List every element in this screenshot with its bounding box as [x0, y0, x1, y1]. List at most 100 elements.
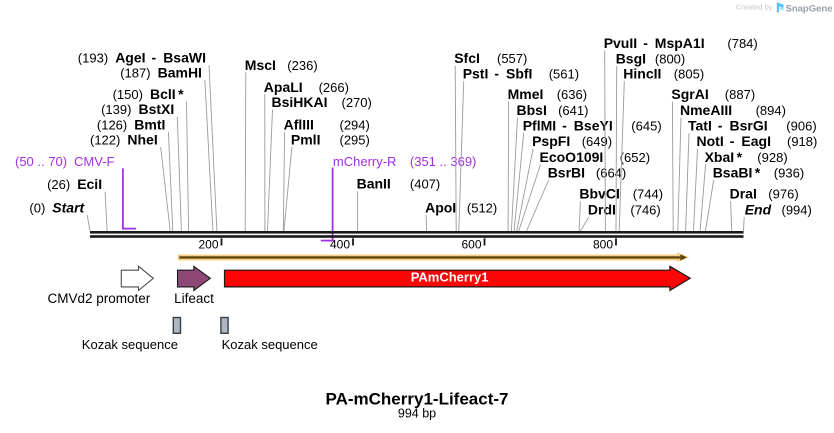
svg-text:(645): (645) [631, 119, 661, 134]
svg-text:(918): (918) [787, 134, 817, 149]
svg-text:(193): (193) [78, 51, 108, 66]
svg-text:(150): (150) [113, 87, 143, 102]
svg-text:(906): (906) [786, 119, 816, 134]
svg-text:EagI: EagI [741, 133, 771, 149]
svg-text:BseYI: BseYI [574, 118, 613, 134]
svg-text:(649): (649) [582, 134, 612, 149]
svg-text:(122): (122) [90, 132, 120, 147]
svg-text:End: End [745, 201, 772, 217]
svg-text:Start: Start [52, 199, 85, 215]
svg-text:mCherry-R: mCherry-R [333, 154, 397, 169]
svg-text:MscI: MscI [245, 57, 276, 73]
svg-text:(994): (994) [782, 202, 812, 217]
svg-text:(928): (928) [757, 150, 787, 165]
svg-text:MspA1I: MspA1I [655, 35, 705, 51]
svg-text:(800): (800) [655, 52, 685, 67]
svg-text:(139): (139) [101, 102, 131, 117]
svg-text:(407): (407) [410, 177, 440, 192]
svg-text:(976): (976) [768, 187, 798, 202]
svg-text:994 bp: 994 bp [398, 407, 436, 421]
svg-text:(236): (236) [287, 58, 317, 73]
svg-text:PA-mCherry1-Lifeact-7: PA-mCherry1-Lifeact-7 [326, 389, 509, 408]
svg-text:(894): (894) [756, 103, 786, 118]
svg-text:-: - [730, 133, 735, 149]
svg-text:AgeI: AgeI [115, 50, 145, 66]
svg-text:BmtI: BmtI [134, 116, 165, 132]
svg-text:(561): (561) [549, 67, 579, 82]
svg-text:BclI: BclI [150, 86, 176, 102]
svg-text:800: 800 [593, 238, 613, 252]
svg-text:HincII: HincII [623, 66, 661, 82]
svg-text:CMVd2 promoter: CMVd2 promoter [48, 291, 151, 306]
svg-text:PflMI: PflMI [523, 118, 556, 134]
svg-text:Kozak sequence: Kozak sequence [222, 337, 318, 352]
svg-text:PAmCherry1: PAmCherry1 [411, 270, 489, 285]
svg-text:*: * [737, 149, 743, 165]
svg-text:-: - [494, 66, 499, 82]
svg-text:Created by: Created by [736, 3, 773, 12]
svg-text:(641): (641) [558, 103, 588, 118]
svg-text:ApaLI: ApaLI [264, 79, 303, 95]
svg-text:BbsI: BbsI [517, 102, 547, 118]
svg-text:BsaWI: BsaWI [163, 50, 206, 66]
svg-text:(126): (126) [97, 117, 127, 132]
svg-text:(887): (887) [725, 87, 755, 102]
svg-text:SfcI: SfcI [454, 50, 480, 66]
svg-text:TatI: TatI [688, 118, 712, 134]
svg-text:(784): (784) [727, 36, 757, 51]
svg-text:BanII: BanII [357, 176, 391, 192]
svg-text:(805): (805) [674, 67, 704, 82]
svg-text:PstI: PstI [463, 66, 489, 82]
svg-text:SgrAI: SgrAI [671, 86, 708, 102]
svg-text:-: - [152, 50, 157, 66]
svg-text:BsgI: BsgI [616, 51, 646, 67]
svg-text:(744): (744) [633, 187, 663, 202]
svg-text:-: - [643, 35, 648, 51]
svg-text:SnapGene: SnapGene [786, 3, 833, 14]
svg-text:(266): (266) [319, 80, 349, 95]
svg-text:BsiHKAI: BsiHKAI [272, 94, 328, 110]
svg-text:(295): (295) [340, 132, 370, 147]
svg-text:BsrBI: BsrBI [548, 164, 585, 180]
svg-text:SbfI: SbfI [506, 66, 532, 82]
svg-text:(936): (936) [774, 165, 804, 180]
svg-text:BsaBI: BsaBI [713, 164, 753, 180]
svg-text:(270): (270) [342, 95, 372, 110]
svg-text:BsrGI: BsrGI [730, 118, 768, 134]
svg-text:MmeI: MmeI [508, 86, 544, 102]
svg-text:*: * [755, 164, 761, 180]
svg-text:BamHI: BamHI [158, 65, 202, 81]
svg-text:(187): (187) [120, 66, 150, 81]
svg-text:PvuII: PvuII [604, 35, 637, 51]
svg-text:NheI: NheI [127, 131, 157, 147]
svg-text:(557): (557) [497, 51, 527, 66]
svg-text:(636): (636) [557, 87, 587, 102]
svg-text:PmlI: PmlI [291, 131, 321, 147]
svg-text:EciI: EciI [77, 176, 102, 192]
svg-text:DrdI: DrdI [588, 201, 616, 217]
svg-text:(652): (652) [620, 150, 650, 165]
svg-text:(746): (746) [630, 202, 660, 217]
svg-text:-: - [718, 118, 723, 134]
svg-text:NotI: NotI [697, 133, 724, 149]
svg-text:Kozak sequence: Kozak sequence [82, 337, 178, 352]
svg-text:CMV-F: CMV-F [74, 154, 115, 169]
svg-text:(351 .. 369): (351 .. 369) [410, 154, 477, 169]
svg-text:PspFI: PspFI [532, 133, 570, 149]
svg-text:(294): (294) [340, 117, 370, 132]
svg-text:(0): (0) [29, 200, 45, 215]
svg-text:XbaI: XbaI [705, 149, 735, 165]
svg-text:-: - [562, 118, 567, 134]
svg-text:(26): (26) [47, 177, 70, 192]
svg-text:(512): (512) [467, 200, 497, 215]
svg-text:NmeAIII: NmeAIII [680, 102, 732, 118]
svg-text:Lifeact: Lifeact [174, 291, 214, 306]
svg-text:*: * [178, 86, 184, 102]
svg-text:400: 400 [330, 238, 350, 252]
svg-text:AflIII: AflIII [284, 116, 314, 132]
svg-text:ApoI: ApoI [425, 199, 456, 215]
svg-text:(50 .. 70): (50 .. 70) [15, 154, 67, 169]
svg-text:DraI: DraI [730, 186, 757, 202]
svg-text:BstXI: BstXI [139, 101, 175, 117]
svg-text:200: 200 [198, 238, 218, 252]
